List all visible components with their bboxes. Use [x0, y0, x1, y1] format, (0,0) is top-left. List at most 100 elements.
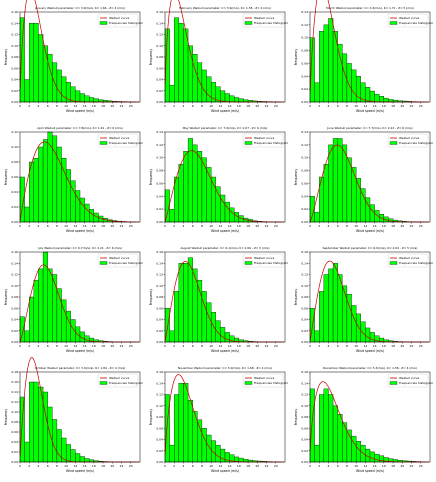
histogram-bar: [170, 85, 175, 102]
y-axis-label: Frequency: [4, 289, 8, 306]
y-tick-label: 0.12: [11, 33, 18, 37]
histogram-bar: [225, 94, 230, 102]
x-tick-label: 6: [47, 224, 49, 228]
y-tick-label: 0.08: [11, 295, 18, 299]
x-tick-label: 10: [209, 464, 213, 468]
y-tick-label: 0.04: [156, 194, 163, 198]
y-tick-label: 0.02: [11, 89, 18, 93]
histogram-bar: [361, 189, 366, 222]
y-tick-label: 0.04: [301, 318, 308, 322]
histogram-bar: [207, 77, 212, 102]
x-tick-label: 10: [209, 344, 213, 348]
y-tick-label: 0.08: [301, 415, 308, 419]
x-tick-label: 0: [309, 104, 311, 108]
x-tick-label: 24: [274, 344, 278, 348]
y-axis-label: Frequency: [149, 169, 153, 186]
histogram-bar: [328, 18, 333, 102]
y-tick-label: 0.10: [11, 410, 18, 414]
y-tick-label: 0.02: [11, 450, 18, 454]
histogram-bar: [356, 441, 361, 462]
x-tick-label: 20: [400, 104, 404, 108]
x-tick-label: 14: [83, 464, 87, 468]
y-tick-label: 0.04: [301, 438, 308, 442]
x-tick-label: 16: [382, 344, 386, 348]
x-tick-label: 24: [419, 104, 423, 108]
y-tick-label: 0.10: [156, 44, 163, 48]
y-tick-label: 0.06: [301, 61, 308, 65]
x-tick-label: 24: [274, 464, 278, 468]
x-tick-label: 18: [391, 464, 395, 468]
histogram-bar: [94, 99, 99, 102]
legend-label: Weibull curve: [109, 256, 129, 260]
y-axis-label: Frequency: [4, 409, 8, 426]
y-tick-label: 0.10: [156, 404, 163, 408]
histogram-bar: [324, 389, 329, 462]
y-tick-label: 0.12: [11, 400, 18, 404]
y-tick-label: 0.08: [156, 169, 163, 173]
histogram-bar: [352, 70, 357, 102]
histogram-bar: [333, 263, 338, 342]
histogram-bar: [347, 158, 352, 222]
x-tick-label: 6: [192, 344, 194, 348]
chart-title: August Weibull parameter: C= 6.1(m/s), K…: [180, 246, 269, 250]
x-axis-label: Wind speed (m/s): [211, 349, 239, 353]
y-tick-label: 0.10: [11, 145, 18, 149]
y-tick-label: 0.02: [301, 449, 308, 453]
histogram-bar: [75, 91, 80, 102]
x-tick-label: 4: [183, 224, 185, 228]
histogram-bar: [29, 382, 34, 462]
x-tick-label: 14: [228, 224, 232, 228]
x-tick-label: 4: [38, 104, 40, 108]
y-tick-label: 0.14: [11, 390, 18, 394]
x-tick-label: 8: [56, 224, 58, 228]
x-tick-label: 12: [363, 464, 367, 468]
x-tick-label: 16: [237, 104, 241, 108]
x-tick-label: 20: [110, 344, 114, 348]
histogram-bar: [85, 336, 90, 342]
y-tick-label: 0.00: [11, 220, 18, 224]
histogram-bar: [66, 311, 71, 342]
y-tick-label: 0.06: [301, 181, 308, 185]
x-axis-label: Wind speed (m/s): [211, 229, 239, 233]
x-tick-label: 4: [183, 464, 185, 468]
y-tick-label: 0.18: [11, 370, 18, 374]
y-tick-label: 0.08: [156, 295, 163, 299]
histogram-bar: [333, 138, 338, 222]
x-tick-label: 6: [337, 464, 339, 468]
y-tick-label: 0.08: [301, 49, 308, 53]
histogram-bar: [52, 275, 57, 343]
histogram-bar: [328, 395, 333, 463]
y-tick-label: 0.12: [156, 273, 163, 277]
x-tick-label: 12: [218, 464, 222, 468]
histogram-bar: [188, 46, 193, 102]
x-tick-label: 4: [328, 224, 330, 228]
x-tick-label: 8: [56, 464, 58, 468]
histogram-bar: [57, 70, 62, 102]
x-tick-label: 2: [28, 344, 30, 348]
x-tick-label: 22: [120, 104, 124, 108]
legend-label: Frequencies histogram: [109, 21, 143, 25]
y-tick-label: 0.12: [301, 393, 308, 397]
x-tick-label: 16: [92, 344, 96, 348]
x-tick-label: 18: [101, 464, 105, 468]
legend-histogram-swatch: [245, 22, 252, 25]
histogram-bar: [239, 99, 244, 102]
y-tick-label: 0.16: [156, 250, 163, 254]
x-tick-label: 18: [101, 344, 105, 348]
histogram-bar: [202, 158, 207, 222]
y-axis-label: Frequency: [4, 169, 8, 186]
histogram-bar: [338, 414, 343, 462]
chart-title: April Weibull parameter: C= 7.8(m/s), K=…: [37, 126, 123, 130]
y-axis-label: Frequency: [294, 169, 298, 186]
x-tick-label: 22: [410, 344, 414, 348]
y-tick-label: 0.04: [11, 78, 18, 82]
x-axis-label: Wind speed (m/s): [66, 109, 94, 113]
legend-label: Frequencies histogram: [399, 21, 433, 25]
histogram-bar: [165, 395, 170, 463]
x-tick-label: 20: [110, 464, 114, 468]
x-tick-label: 14: [228, 344, 232, 348]
x-tick-label: 4: [38, 464, 40, 468]
x-axis-label: Wind speed (m/s): [66, 469, 94, 473]
y-tick-label: 0.02: [301, 207, 308, 211]
